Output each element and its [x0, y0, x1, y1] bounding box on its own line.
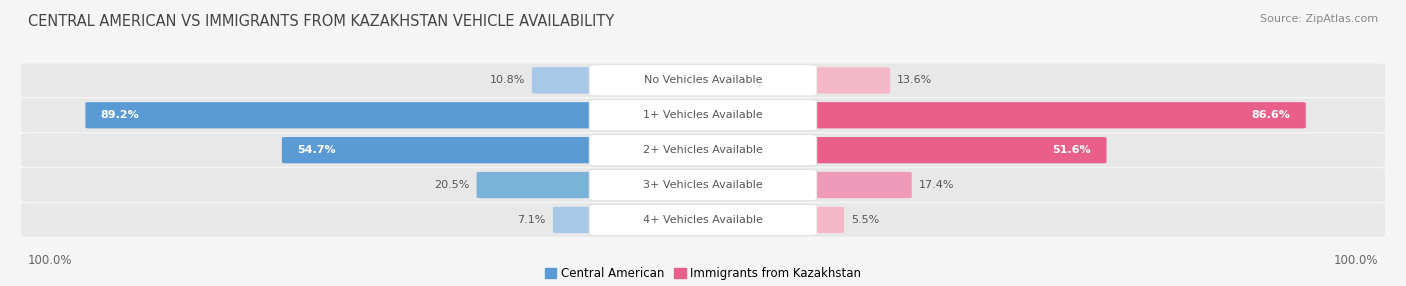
FancyBboxPatch shape	[804, 172, 911, 198]
Text: 10.8%: 10.8%	[489, 76, 524, 85]
Text: Source: ZipAtlas.com: Source: ZipAtlas.com	[1260, 14, 1378, 24]
FancyBboxPatch shape	[589, 204, 817, 235]
FancyBboxPatch shape	[21, 203, 1385, 237]
FancyBboxPatch shape	[86, 102, 602, 128]
Text: 86.6%: 86.6%	[1251, 110, 1291, 120]
FancyBboxPatch shape	[589, 170, 817, 200]
Text: 1+ Vehicles Available: 1+ Vehicles Available	[643, 110, 763, 120]
FancyBboxPatch shape	[21, 133, 1385, 167]
Text: 89.2%: 89.2%	[101, 110, 139, 120]
Text: 51.6%: 51.6%	[1053, 145, 1091, 155]
FancyBboxPatch shape	[589, 100, 817, 131]
FancyBboxPatch shape	[531, 67, 602, 94]
Text: 100.0%: 100.0%	[1333, 254, 1378, 267]
FancyBboxPatch shape	[589, 135, 817, 166]
FancyBboxPatch shape	[804, 207, 844, 233]
Legend: Central American, Immigrants from Kazakhstan: Central American, Immigrants from Kazakh…	[544, 267, 862, 280]
FancyBboxPatch shape	[804, 137, 1107, 163]
FancyBboxPatch shape	[804, 67, 890, 94]
FancyBboxPatch shape	[21, 63, 1385, 97]
Text: CENTRAL AMERICAN VS IMMIGRANTS FROM KAZAKHSTAN VEHICLE AVAILABILITY: CENTRAL AMERICAN VS IMMIGRANTS FROM KAZA…	[28, 14, 614, 29]
Text: 5.5%: 5.5%	[851, 215, 879, 225]
Text: 3+ Vehicles Available: 3+ Vehicles Available	[643, 180, 763, 190]
Text: 54.7%: 54.7%	[297, 145, 336, 155]
Text: 2+ Vehicles Available: 2+ Vehicles Available	[643, 145, 763, 155]
Text: 17.4%: 17.4%	[918, 180, 955, 190]
FancyBboxPatch shape	[21, 168, 1385, 202]
Text: No Vehicles Available: No Vehicles Available	[644, 76, 762, 85]
FancyBboxPatch shape	[281, 137, 602, 163]
FancyBboxPatch shape	[553, 207, 602, 233]
FancyBboxPatch shape	[21, 98, 1385, 132]
FancyBboxPatch shape	[589, 65, 817, 96]
Text: 7.1%: 7.1%	[517, 215, 546, 225]
Text: 4+ Vehicles Available: 4+ Vehicles Available	[643, 215, 763, 225]
Text: 100.0%: 100.0%	[28, 254, 73, 267]
FancyBboxPatch shape	[477, 172, 602, 198]
FancyBboxPatch shape	[804, 102, 1306, 128]
Text: 20.5%: 20.5%	[434, 180, 470, 190]
Text: 13.6%: 13.6%	[897, 76, 932, 85]
